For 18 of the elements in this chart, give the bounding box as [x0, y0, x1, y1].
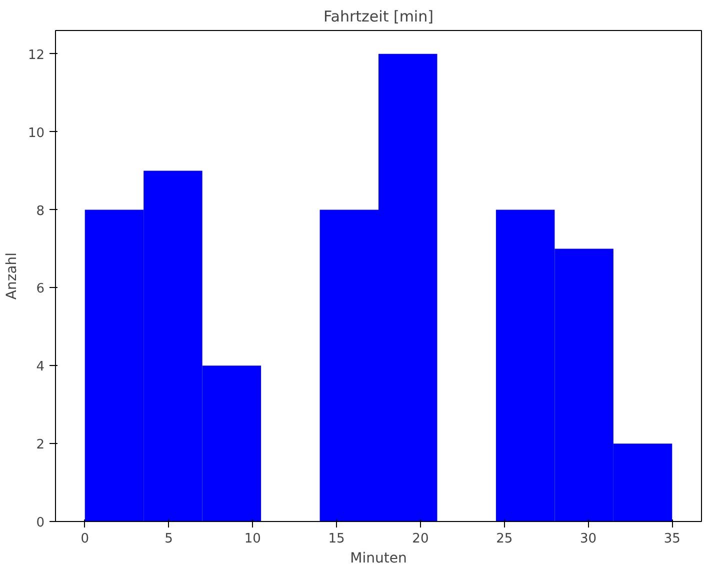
- x-tick-label: 5: [164, 532, 173, 546]
- y-tick-label: 0: [36, 516, 45, 530]
- y-tick-label: 8: [36, 204, 45, 219]
- x-tick-label: 15: [328, 532, 345, 546]
- x-tick-label: 30: [580, 532, 597, 546]
- chart-title: Fahrtzeit [min]: [324, 8, 434, 26]
- y-tick-label: 10: [28, 126, 45, 141]
- x-tick-label: 25: [496, 532, 513, 546]
- x-axis-title: Minuten: [350, 550, 407, 566]
- x-tick-label: 35: [664, 532, 680, 546]
- y-tick-label: 4: [36, 360, 45, 375]
- x-tick-label: 10: [244, 532, 261, 546]
- y-tick-label: 2: [36, 438, 45, 453]
- x-tick-label: 20: [412, 532, 429, 546]
- y-tick-label: 6: [36, 282, 45, 297]
- y-tick-label: 12: [28, 48, 45, 63]
- y-axis-title: Anzahl: [4, 252, 20, 300]
- x-tick-label: 0: [80, 532, 90, 546]
